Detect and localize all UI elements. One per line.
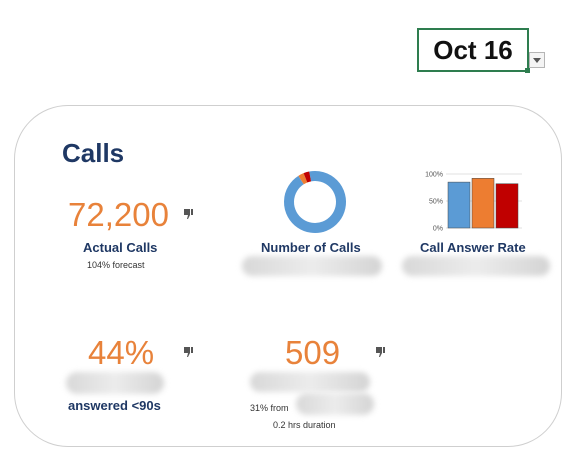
number-of-calls-label: Number of Calls (261, 240, 361, 255)
y-tick-label: 50% (429, 199, 443, 206)
duration-value: 509 (285, 334, 341, 371)
date-dropdown-button[interactable] (529, 52, 545, 68)
call-answer-rate-label: Call Answer Rate (420, 240, 526, 255)
duration-pct-from: 31% from (250, 403, 289, 413)
bar-0 (447, 181, 471, 229)
y-tick-label: 100% (425, 172, 443, 179)
thumb-down-icon (374, 346, 386, 358)
redacted-text (66, 372, 164, 394)
date-value: Oct 16 (433, 34, 513, 65)
bar-2 (495, 183, 519, 229)
bar-1 (471, 178, 495, 229)
donut-slice-2 (303, 171, 312, 183)
answered-pct-value: 44% (88, 334, 155, 371)
card-title: Calls (62, 138, 125, 168)
thumb-down-icon (182, 346, 194, 358)
number-of-calls-donut (284, 171, 346, 233)
donut-slice-0 (284, 171, 346, 233)
actual-calls-value: 72,200 (68, 196, 169, 233)
thumb-down-icon (182, 208, 194, 220)
answered-label: answered <90s (68, 398, 161, 413)
cell-fill-handle[interactable] (525, 68, 530, 73)
redacted-text (242, 256, 382, 276)
redacted-text (402, 256, 550, 276)
redacted-text (296, 393, 374, 415)
donut-slice-1 (298, 173, 308, 185)
redacted-text (250, 372, 370, 392)
duration-hours: 0.2 hrs duration (273, 420, 336, 430)
actual-calls-forecast: 104% forecast (87, 260, 145, 270)
call-answer-rate-chart: 0% 50% 100% (425, 172, 522, 233)
actual-calls-label: Actual Calls (83, 240, 158, 255)
date-selector[interactable]: Oct 16 (417, 28, 530, 73)
y-tick-label: 0% (433, 226, 443, 233)
